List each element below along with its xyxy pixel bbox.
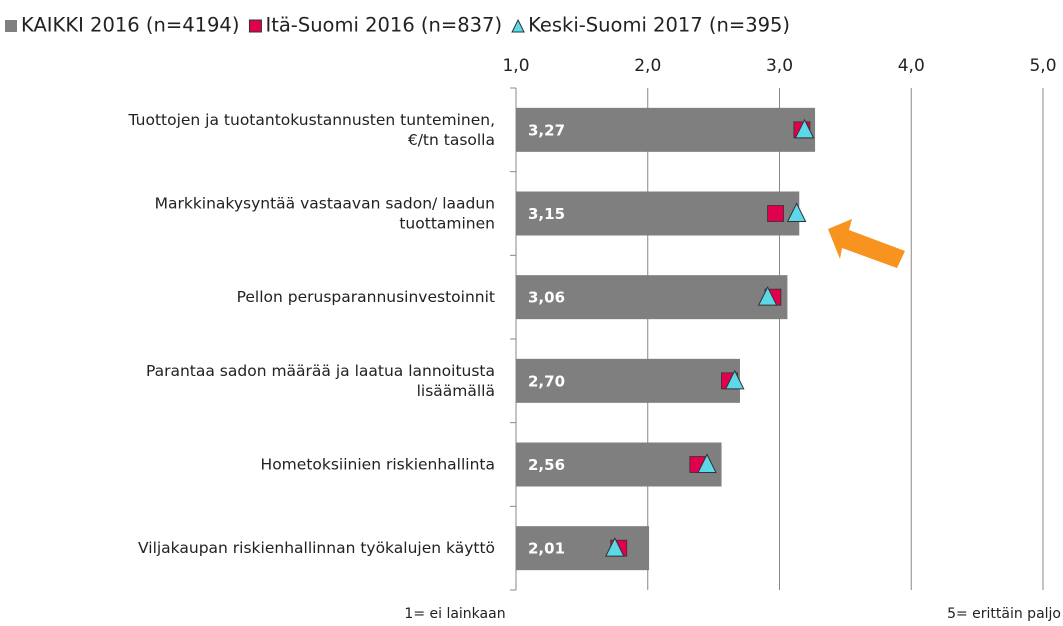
bar xyxy=(516,358,740,403)
value-label: 3,27 xyxy=(528,121,565,139)
legend-label: Keski-Suomi 2017 (n=395) xyxy=(528,14,790,37)
bar xyxy=(516,107,816,152)
category-line: Tuottojen ja tuotantokustannusten tuntem… xyxy=(128,110,495,128)
category-line: Pellon perusparannusinvestoinnit xyxy=(237,288,495,306)
legend-swatch xyxy=(248,19,262,33)
marker xyxy=(605,537,625,557)
value-label: 2,70 xyxy=(528,372,565,390)
marker xyxy=(794,118,815,139)
x-min-label: 1= ei lainkaan xyxy=(404,606,505,622)
marker xyxy=(697,453,717,473)
value-label: 2,01 xyxy=(528,540,565,558)
x-tick-label: 4,0 xyxy=(898,56,925,76)
legend-swatch xyxy=(511,18,525,33)
bar xyxy=(516,442,722,487)
category-label: Pellon perusparannusinvestoinnit xyxy=(237,288,495,306)
category-label: Tuottojen ja tuotantokustannusten tuntem… xyxy=(128,110,495,148)
x-tick-label: 5,0 xyxy=(1029,56,1056,76)
category-label: Hometoksiinien riskienhallinta xyxy=(261,455,495,473)
x-tick-label: 3,0 xyxy=(766,56,793,76)
category-line: tuottaminen xyxy=(399,214,495,232)
category-line: €/tn tasolla xyxy=(408,130,495,148)
value-label: 3,15 xyxy=(528,205,565,223)
category-label: Viljakaupan riskienhallinnan työkalujen … xyxy=(138,539,495,557)
bar xyxy=(516,191,800,236)
category-line: Markkinakysyntää vastaavan sadon/ laadun xyxy=(155,194,495,212)
bar xyxy=(516,275,788,320)
legend-label: Itä-Suomi 2016 (n=837) xyxy=(265,14,502,37)
value-label: 2,56 xyxy=(528,456,565,474)
category-line: Parantaa sadon määrää ja laatua lannoitu… xyxy=(146,361,495,379)
legend-label: KAIKKI 2016 (n=4194) xyxy=(21,14,239,37)
category-line: Viljakaupan riskienhallinnan työkalujen … xyxy=(138,539,495,557)
marker xyxy=(786,202,807,222)
legend-swatch xyxy=(5,20,17,32)
category-label: Markkinakysyntää vastaavan sadon/ laadun… xyxy=(155,194,495,232)
marker xyxy=(767,205,784,222)
x-max-label: 5= erittäin paljo xyxy=(947,606,1061,622)
value-label: 3,06 xyxy=(528,289,565,307)
marker xyxy=(757,286,778,306)
x-tick-label: 1,0 xyxy=(502,56,529,76)
category-line: Hometoksiinien riskienhallinta xyxy=(261,455,495,473)
x-tick-label: 2,0 xyxy=(634,56,661,76)
category-label: Parantaa sadon määrää ja laatua lannoitu… xyxy=(146,361,495,399)
arrow-annotation xyxy=(828,219,905,268)
category-line: lisäämällä xyxy=(417,381,495,399)
marker xyxy=(724,369,745,390)
